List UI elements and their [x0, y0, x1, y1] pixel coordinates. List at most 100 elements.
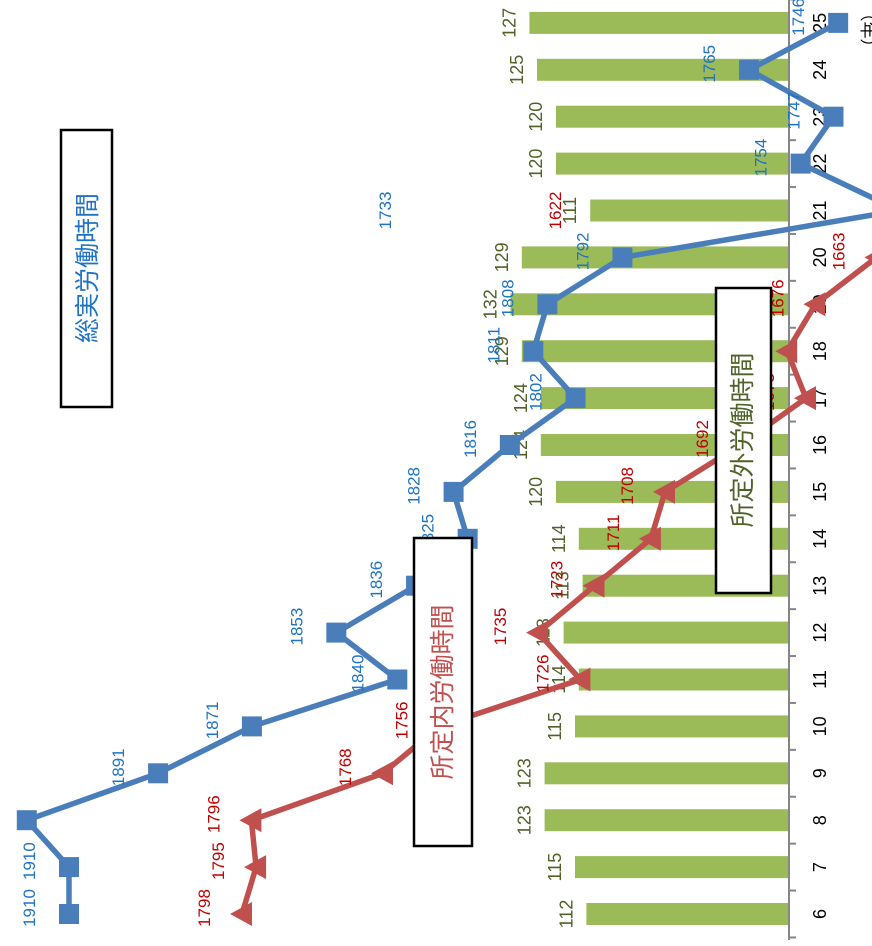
overtime-bar: [537, 58, 789, 81]
total-hours-marker: [790, 153, 811, 174]
legend-total-hours: 総実労働時間: [59, 128, 114, 409]
scheduled-hours-marker: [244, 855, 267, 880]
scheduled-hours-label: 1723: [548, 561, 567, 599]
scheduled-hours-label: 1676: [768, 279, 787, 317]
overtime-bar: [529, 11, 789, 34]
total-hours-label: 1891: [109, 748, 128, 786]
total-hours-marker: [443, 481, 464, 502]
axis-tick-label: 15: [810, 482, 830, 502]
overtime-bar: [586, 903, 789, 925]
overtime-bar-label: 123: [515, 805, 535, 835]
overtime-bar-label: 120: [526, 477, 546, 507]
legend-overtime-hours-label: 所定外労働時間: [729, 352, 757, 527]
scheduled-hours-label: 1756: [392, 701, 411, 739]
scheduled-hours-label: 1726: [533, 655, 552, 693]
total-hours-marker: [326, 622, 347, 643]
overtime-bar-label: 125: [507, 55, 527, 85]
scheduled-hours-marker: [371, 761, 393, 786]
overtime-bar: [556, 152, 789, 175]
overtime-bar: [575, 856, 789, 879]
total-hours-label: 1765: [700, 45, 719, 83]
axis-tick-label: 11: [810, 670, 830, 689]
scheduled-hours-label: 1798: [195, 889, 214, 927]
total-hours-marker: [823, 106, 844, 127]
overtime-bar: [563, 621, 789, 644]
overtime-bar-label: 124: [511, 383, 531, 413]
scheduled-hours-marker: [775, 339, 798, 364]
total-hours-label: 1808: [498, 279, 517, 317]
axis-tick-label: 10: [810, 716, 830, 736]
total-hours-line: [24, 20, 872, 914]
total-hours-label: 1811: [484, 327, 503, 364]
overtime-bar-label: 120: [526, 149, 546, 179]
total-hours-marker: [537, 294, 558, 315]
overtime-bar-label: 132: [480, 289, 500, 319]
total-hours-label: 1871: [203, 701, 222, 739]
overtime-bar-label: 112: [556, 900, 576, 929]
overtime-bar-label: 113: [553, 571, 573, 600]
overtime-bar-label: 123: [515, 758, 535, 788]
overtime-bar-label: 129: [492, 336, 512, 366]
total-hours-label: 1910: [20, 889, 39, 927]
total-hours-marker: [16, 810, 37, 831]
total-hours-label: 1828: [405, 467, 424, 505]
scheduled-hours-marker: [239, 808, 262, 833]
total-hours-marker: [565, 388, 586, 409]
overtime-bar-label: 115: [545, 853, 565, 882]
scheduled-hours-label: 1663: [830, 232, 849, 270]
overtime-bar: [575, 715, 789, 738]
total-hours-label: 1802: [527, 373, 546, 411]
total-hours-marker: [739, 59, 760, 80]
total-hours-label: 1747: [784, 92, 803, 130]
overtime-bar: [544, 762, 789, 785]
scheduled-hours-label: 1708: [618, 467, 637, 505]
total-hours-marker: [612, 247, 633, 268]
overtime-bar-label: 115: [545, 712, 565, 741]
overtime-bar-labels: 1121151231231151141181131141201241241291…: [480, 8, 580, 928]
total-hours-label: 1853: [287, 608, 306, 646]
scheduled-hours-marker: [864, 253, 872, 262]
overtime-bar-label: 127: [499, 8, 519, 38]
overtime-bar-label: 129: [492, 242, 512, 272]
total-hours-marker: [499, 435, 520, 455]
total-hours-marker: [148, 763, 169, 784]
total-hours-label: 1733: [376, 192, 395, 230]
scheduled-hours-marker: [803, 292, 826, 317]
axis-tick-label: 12: [810, 623, 830, 643]
axis-tick-label: 9: [810, 768, 830, 778]
total-hours-label: 1746: [789, 0, 808, 36]
axis-tick-label: 16: [810, 435, 830, 455]
scheduled-hours-marker: [568, 667, 591, 692]
total-hours-marker: [828, 12, 849, 33]
total-hours-marker: [59, 904, 79, 924]
scheduled-hours-marker: [638, 526, 661, 551]
total-hours-label: 1836: [367, 561, 386, 599]
scheduled-hours-label: 1692: [693, 420, 712, 458]
axis-tick-label: 14: [810, 529, 830, 549]
axis-tick-label: 18: [810, 341, 830, 361]
scheduled-hours-label: 1735: [491, 608, 510, 646]
legend-overtime-hours: 所定外労働時間: [714, 286, 773, 595]
overtime-bar-label: 114: [549, 524, 569, 553]
axis-tick-label: 13: [810, 576, 830, 596]
axis-tick-label: 8: [810, 815, 830, 825]
axis-tick-label: 21: [810, 200, 830, 220]
total-hours-label: 1840: [348, 655, 367, 693]
axis-tick-label: 7: [810, 862, 830, 872]
total-hours-label: 1816: [461, 420, 480, 458]
scheduled-hours-label: 1768: [336, 748, 355, 786]
legend-scheduled-hours: 所定内労働時間: [412, 536, 474, 848]
scheduled-hours-label: 1796: [204, 795, 223, 833]
total-hours-label: 1910: [20, 842, 39, 880]
overtime-bar: [578, 668, 789, 691]
overtime-bar: [544, 809, 789, 832]
scheduled-hours-marker: [526, 620, 549, 645]
scheduled-hours-marker: [230, 902, 252, 926]
axis-tick-label: 20: [810, 247, 830, 267]
scheduled-hours-label: 1795: [209, 842, 228, 880]
overtime-bar-label: 111: [560, 197, 580, 224]
total-hours-marker: [241, 716, 262, 737]
axis-tick-label: 24: [810, 60, 830, 80]
scheduled-hours-marker: [582, 573, 605, 598]
